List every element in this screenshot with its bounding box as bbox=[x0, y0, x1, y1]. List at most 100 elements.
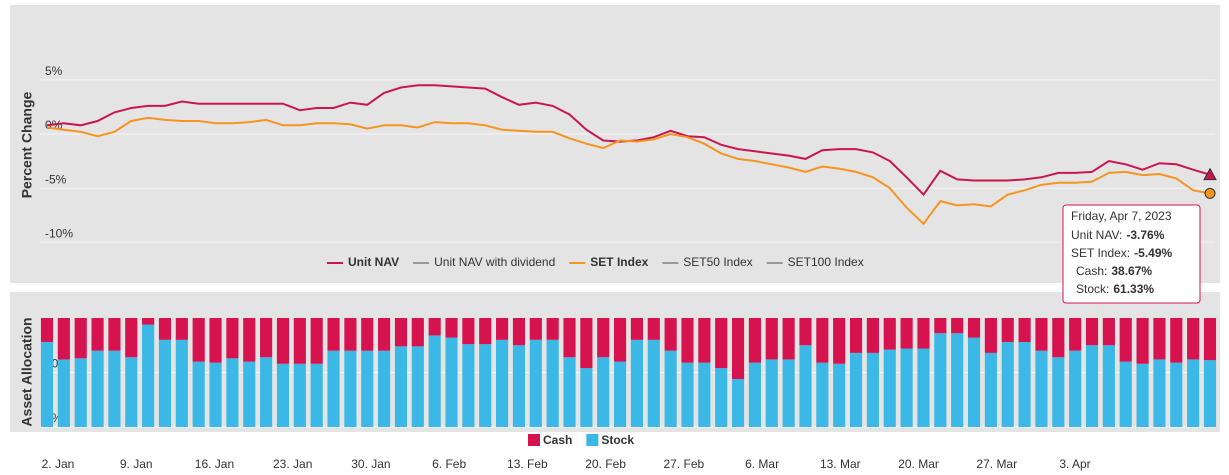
bar-segment bbox=[512, 318, 526, 346]
bar-segment bbox=[984, 352, 997, 427]
bar-segment bbox=[647, 339, 660, 427]
bar-segment bbox=[310, 363, 323, 427]
bar-segment bbox=[1001, 318, 1014, 342]
legend-label: Unit NAV with dividend bbox=[434, 255, 555, 269]
x-tick-label: 9. Jan bbox=[120, 457, 153, 471]
bar-segment bbox=[158, 339, 172, 427]
legend-swatch bbox=[528, 434, 540, 446]
x-tick-label: 3. Apr bbox=[1059, 457, 1090, 471]
bar-segment bbox=[900, 318, 913, 349]
bar-segment bbox=[799, 345, 812, 427]
bar-segment bbox=[1170, 362, 1183, 427]
bar-segment bbox=[546, 318, 559, 340]
bar-segment bbox=[91, 318, 104, 351]
x-tick-label: 6. Feb bbox=[432, 457, 466, 471]
bar-segment bbox=[344, 318, 357, 351]
bar-segment bbox=[394, 346, 408, 427]
bar-segment bbox=[967, 337, 981, 427]
bar-segment bbox=[917, 318, 930, 349]
bar-segment bbox=[866, 318, 879, 353]
bar-segment bbox=[1035, 350, 1048, 427]
bar-segment bbox=[967, 318, 981, 338]
bar-segment bbox=[748, 362, 761, 427]
bar-segment bbox=[293, 318, 306, 364]
bar-segment bbox=[276, 318, 290, 364]
bar-segment bbox=[142, 318, 155, 325]
bar-segment bbox=[192, 361, 205, 427]
bar-segment bbox=[597, 357, 610, 427]
bar-segment bbox=[496, 318, 509, 340]
bar-segment bbox=[91, 350, 104, 427]
tooltip-value: 38.67% bbox=[1111, 264, 1152, 278]
bar-segment bbox=[479, 344, 492, 427]
bar-segment bbox=[428, 318, 441, 336]
bar-segment bbox=[108, 318, 121, 351]
bar-segment bbox=[57, 318, 70, 360]
legend-label: SET Index bbox=[590, 255, 648, 269]
bar-segment bbox=[1136, 318, 1149, 364]
bar-segment bbox=[563, 318, 576, 358]
x-tick-label: 27. Mar bbox=[976, 457, 1017, 471]
bar-segment bbox=[664, 350, 677, 427]
bar-segment bbox=[833, 318, 846, 364]
bar-segment bbox=[57, 359, 70, 427]
legend-label: SET50 Index bbox=[683, 255, 752, 269]
bar-segment bbox=[327, 318, 340, 351]
bar-segment bbox=[833, 363, 846, 427]
bar-segment bbox=[394, 318, 408, 347]
bar-segment bbox=[951, 318, 964, 334]
bar-segment bbox=[731, 318, 745, 380]
bar-segment bbox=[445, 337, 458, 427]
bar-segment bbox=[580, 318, 593, 369]
bar-segment bbox=[748, 318, 761, 363]
bar-segment bbox=[226, 318, 239, 359]
legend-swatch bbox=[586, 434, 599, 446]
x-tick-label: 13. Feb bbox=[507, 457, 548, 471]
bar-segment bbox=[243, 318, 256, 362]
bar-segment bbox=[411, 346, 424, 427]
bar-segment bbox=[1203, 360, 1217, 427]
bar-segment bbox=[40, 341, 54, 427]
legend-label: Cash bbox=[543, 433, 572, 447]
bar-segment bbox=[462, 344, 475, 427]
tooltip-value: -5.49% bbox=[1134, 246, 1172, 260]
bar-segment bbox=[698, 362, 711, 427]
bar-segment bbox=[209, 362, 222, 427]
bar-segment bbox=[866, 352, 879, 427]
bar-segment bbox=[226, 358, 239, 427]
legend-label: SET100 Index bbox=[788, 255, 864, 269]
bar-segment bbox=[597, 318, 610, 358]
x-tick-label: 30. Jan bbox=[351, 457, 390, 471]
bar-segment bbox=[1052, 318, 1065, 358]
bar-segment bbox=[310, 318, 323, 364]
bar-segment bbox=[260, 318, 273, 358]
tooltip: Friday, Apr 7, 2023 Unit NAV: -3.76% SET In… bbox=[1062, 204, 1201, 304]
bar-segment bbox=[934, 333, 947, 427]
bar-segment bbox=[647, 318, 660, 340]
y-axis-title: Asset Allocation bbox=[19, 317, 35, 426]
bar-segment bbox=[849, 352, 863, 427]
bar-segment bbox=[1001, 341, 1014, 427]
x-tick-label: 2. Jan bbox=[42, 457, 75, 471]
bar-segment bbox=[378, 350, 391, 427]
bar-segment bbox=[378, 318, 391, 351]
bar-segment bbox=[765, 359, 778, 427]
bar-segment bbox=[715, 368, 728, 427]
point-marker bbox=[1203, 167, 1217, 181]
bar-segment bbox=[40, 318, 54, 342]
line-series bbox=[46, 116, 1211, 226]
y-axis-title: Percent Change bbox=[19, 91, 35, 198]
bar-segment bbox=[192, 318, 205, 362]
bar-segment bbox=[951, 333, 964, 427]
tooltip-value: -3.76% bbox=[1126, 228, 1164, 242]
bar-segment bbox=[361, 318, 374, 351]
legend-label: Stock bbox=[601, 433, 634, 447]
tooltip-title: Friday, Apr 7, 2023 bbox=[1071, 209, 1172, 223]
bar-segment bbox=[816, 362, 829, 427]
bar-segment bbox=[1035, 318, 1048, 351]
bar-segment bbox=[74, 358, 87, 427]
y-tick-label: -10% bbox=[45, 226, 73, 240]
x-tick-label: 23. Jan bbox=[273, 457, 312, 471]
top-panel bbox=[10, 5, 1220, 283]
